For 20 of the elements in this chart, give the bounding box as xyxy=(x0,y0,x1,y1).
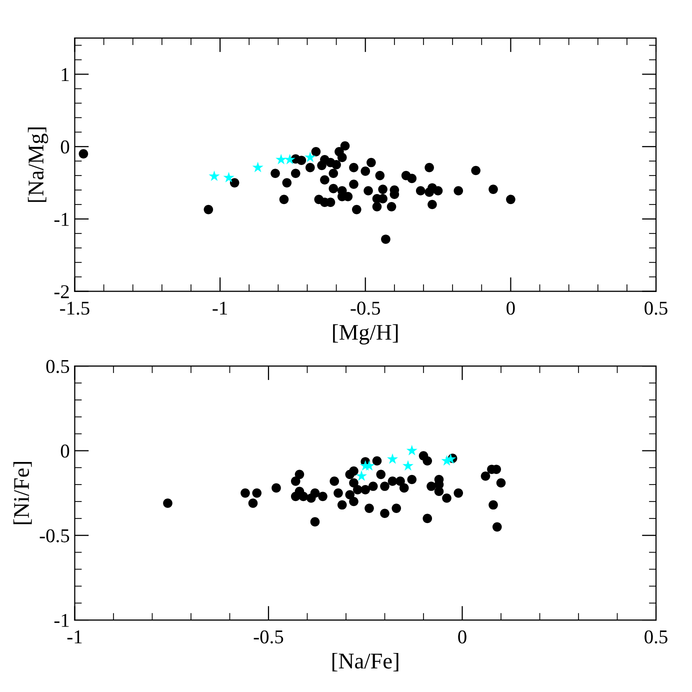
y-tick-label: -2 xyxy=(54,285,69,298)
x-axis-title: [Mg/H] xyxy=(333,324,398,344)
x-tick-label: -0.5 xyxy=(350,302,380,315)
x-tick-label: -0.5 xyxy=(254,630,284,644)
x-tick-label: 0 xyxy=(458,630,466,644)
y-tick-label: 1 xyxy=(62,68,69,81)
y-tick-label: -1 xyxy=(54,614,69,627)
x-axis-title: [Na/Fe] xyxy=(332,652,398,672)
y-tick-label: -0.5 xyxy=(40,529,70,542)
y-axis-title: [Na/Mg] xyxy=(28,127,48,202)
y-tick-label: 0.5 xyxy=(46,360,70,374)
y-axis-title: [Ni/Fe] xyxy=(13,462,32,524)
y-tick-label: -1 xyxy=(54,212,69,226)
x-tick-label: 0 xyxy=(506,302,515,315)
x-tick-label: 0.5 xyxy=(644,630,668,644)
x-tick-label: 0.5 xyxy=(644,302,668,315)
y-tick-label: 0 xyxy=(60,444,70,458)
x-tick-label: -1.5 xyxy=(60,302,90,315)
x-tick-label: -1 xyxy=(212,302,227,315)
y-tick-label: 0 xyxy=(60,140,70,154)
